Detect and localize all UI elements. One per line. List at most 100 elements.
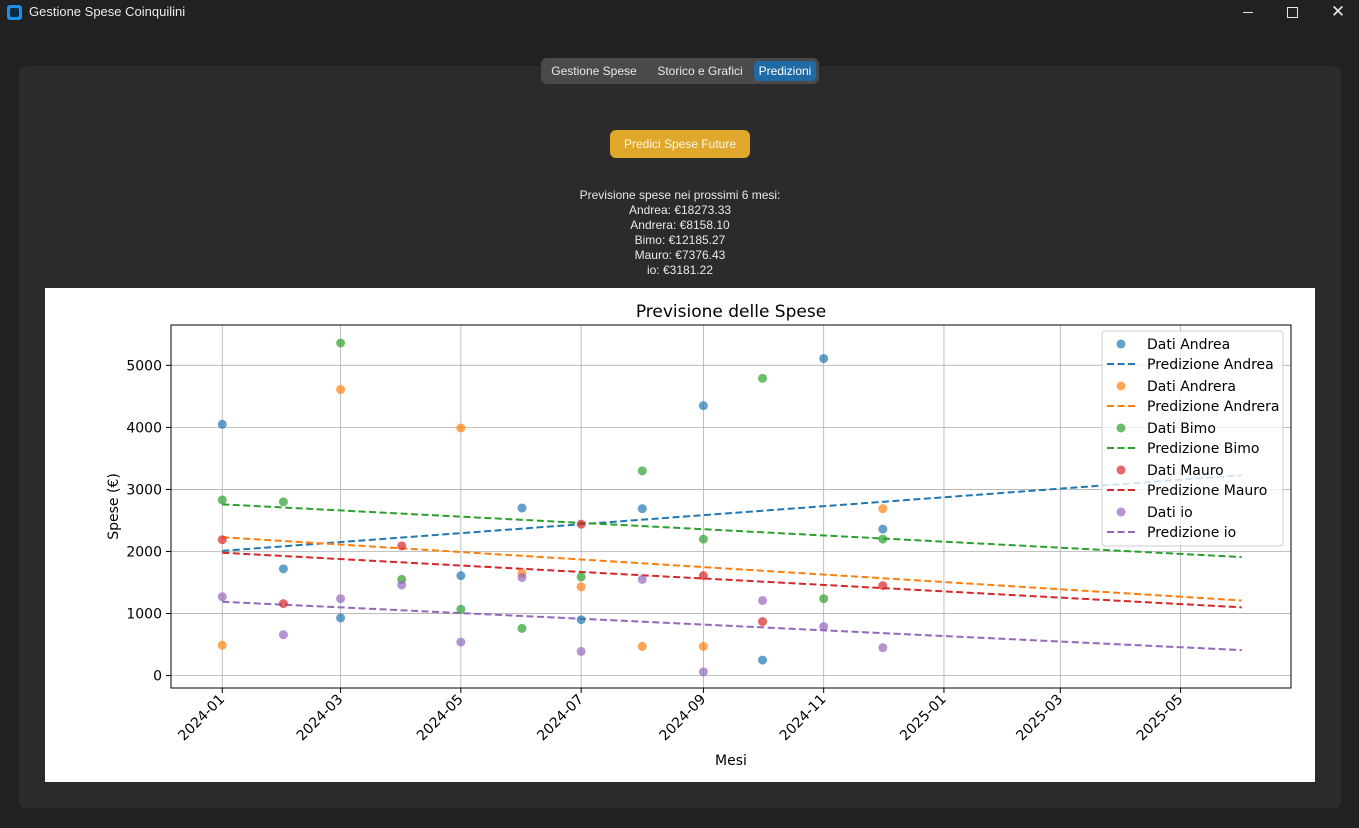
data-point-bimo [576,572,586,582]
legend-marker-andrera [1116,381,1126,391]
data-point-andrea [758,655,768,665]
app-icon [7,5,22,20]
trend-line-io [222,600,1242,652]
data-point-io [819,622,829,632]
tab-predizioni[interactable]: Predizioni [754,61,816,81]
x-axis-label: Mesi [715,753,747,769]
legend-label: Dati Bimo [1147,421,1216,437]
legend-label: Predizione io [1147,525,1236,541]
trend-line-andrea [222,474,1242,552]
data-point-mauro [698,571,708,581]
data-point-andrera [456,423,466,433]
data-point-bimo [336,338,346,348]
prediction-line: Bimo: €12185.27 [634,233,726,247]
y-tick-label: 2000 [126,544,162,560]
data-point-io [456,637,466,647]
data-point-bimo [698,534,708,544]
x-tick-label: 2024-05 [414,692,467,745]
data-point-bimo [278,497,288,507]
data-point-io [397,580,407,590]
close-icon[interactable]: ✕ [1330,2,1346,22]
data-point-andrea [278,564,288,574]
tab-bar: Gestione Spese Storico e Grafici Predizi… [541,58,819,84]
data-point-andrera [217,640,227,650]
prediction-summary: Previsione spese nei prossimi 6 mesi: An… [480,188,880,278]
x-tick-label: 2024-07 [534,692,587,745]
data-point-andrera [336,385,346,395]
title-bar[interactable]: Gestione Spese Coinquilini ✕ [0,0,1359,26]
x-tick-label: 2024-11 [777,692,830,745]
x-tick-label: 2024-09 [657,692,710,745]
data-point-bimo [878,534,888,544]
data-point-andrea [217,419,227,429]
minimize-icon[interactable] [1225,0,1271,26]
y-tick-label: 1000 [126,607,162,623]
legend-label: Predizione Andrea [1147,357,1274,373]
y-tick-label: 0 [153,669,162,685]
prediction-line: Andrera: €8158.10 [630,218,730,232]
data-point-bimo [456,604,466,614]
legend-marker-io [1116,507,1126,517]
data-point-bimo [758,373,768,383]
chart-legend: Dati Andrea Predizione Andrea Dati Andrera… [1101,330,1284,547]
legend-marker-bimo [1116,423,1126,433]
data-point-bimo [517,623,527,633]
data-point-mauro [278,599,288,609]
tab-gestione-spese[interactable]: Gestione Spese [551,64,637,78]
window-title: Gestione Spese Coinquilini [29,4,186,19]
data-point-andrera [576,582,586,592]
data-point-andrea [819,354,829,364]
tab-storico-e-grafici[interactable]: Storico e Grafici [657,64,743,78]
maximize-icon[interactable] [1269,0,1315,26]
data-point-andrea [878,524,888,534]
plot-frame [170,324,1292,689]
data-point-andrea [698,401,708,411]
trend-line-bimo [222,503,1242,559]
data-point-mauro [758,617,768,627]
prediction-chart: 0 1000 2000 3000 4000 5000 2024-01 2024-03 2024-… [106,302,1292,769]
data-point-io [576,646,586,656]
y-tick-label: 4000 [126,420,162,436]
y-axis-label: Spese (€) [106,473,122,540]
data-point-andrera [878,504,888,514]
data-point-io [758,596,768,606]
prediction-line: Andrea: €18273.33 [628,203,732,217]
data-point-mauro [397,541,407,551]
trend-line-andrera [222,536,1242,602]
data-point-andrea [637,504,647,514]
data-point-io [517,573,527,583]
data-point-andrea [576,615,586,625]
data-point-bimo [637,466,647,476]
y-tick-label: 5000 [126,358,162,374]
data-point-io [278,630,288,640]
data-point-io [698,667,708,677]
legend-label: Predizione Andrera [1147,399,1280,415]
data-point-io [878,643,888,653]
legend-label: Predizione Mauro [1147,483,1267,499]
predict-future-expenses-button[interactable]: Predici Spese Future [610,130,750,158]
x-tick-label: 2025-01 [897,692,950,745]
data-point-io [637,574,647,584]
data-point-mauro [217,535,227,545]
legend-marker-mauro [1116,465,1126,475]
data-point-mauro [576,519,586,529]
prediction-line: io: €3181.22 [646,263,714,277]
legend-box [1101,330,1284,547]
chart-frame: 0 1000 2000 3000 4000 5000 2024-01 2024-03 2024-… [45,288,1315,782]
y-tick-label: 3000 [126,482,162,498]
data-point-mauro [878,581,888,591]
legend-label: Dati Andrera [1147,379,1236,395]
legend-marker-andrea [1116,339,1126,349]
data-point-bimo [819,594,829,604]
legend-label: Predizione Bimo [1147,441,1259,457]
x-tick-label: 2025-03 [1013,692,1066,745]
x-tick-label: 2025-05 [1134,692,1187,745]
data-point-andrea [517,503,527,513]
data-point-andrea [456,571,466,581]
legend-label: Dati io [1147,505,1193,521]
data-point-bimo [217,495,227,505]
prediction-line: Mauro: €7376.43 [634,248,726,262]
x-tick-label: 2024-01 [175,692,228,745]
prediction-header: Previsione spese nei prossimi 6 mesi: [579,188,781,202]
data-point-andrea [336,613,346,623]
